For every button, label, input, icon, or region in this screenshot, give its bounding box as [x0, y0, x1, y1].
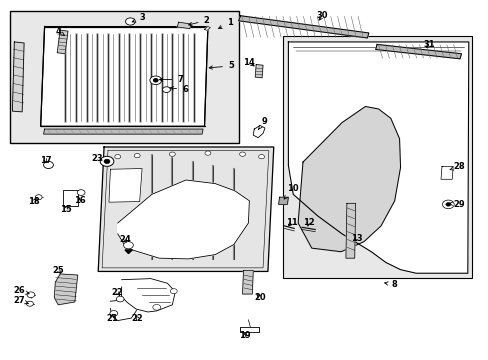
- Text: 29: 29: [448, 200, 464, 209]
- Text: 7: 7: [159, 75, 183, 84]
- Circle shape: [153, 78, 158, 82]
- Text: 5: 5: [209, 62, 233, 71]
- Text: 22: 22: [112, 288, 123, 297]
- Circle shape: [27, 292, 35, 298]
- Polygon shape: [177, 22, 190, 29]
- Circle shape: [115, 154, 121, 159]
- Polygon shape: [288, 42, 468, 273]
- Circle shape: [43, 161, 53, 168]
- Text: 21: 21: [106, 314, 118, 323]
- Circle shape: [169, 152, 175, 156]
- Text: 17: 17: [40, 156, 51, 165]
- Text: 19: 19: [238, 332, 250, 341]
- Text: 25: 25: [52, 266, 64, 275]
- Text: 6: 6: [170, 85, 187, 94]
- Polygon shape: [375, 44, 461, 59]
- Circle shape: [204, 151, 210, 155]
- Polygon shape: [57, 30, 68, 54]
- Polygon shape: [98, 147, 273, 271]
- Text: 10: 10: [284, 184, 299, 199]
- Text: 23: 23: [91, 154, 103, 163]
- Text: 1: 1: [218, 18, 232, 28]
- Polygon shape: [440, 166, 452, 179]
- Polygon shape: [41, 27, 207, 126]
- Polygon shape: [253, 126, 264, 138]
- Polygon shape: [204, 27, 210, 31]
- Circle shape: [445, 203, 450, 206]
- Circle shape: [116, 296, 124, 302]
- Polygon shape: [12, 42, 24, 112]
- Text: 26: 26: [13, 286, 29, 295]
- Text: 11: 11: [286, 218, 298, 227]
- Circle shape: [77, 190, 85, 195]
- Circle shape: [104, 159, 110, 163]
- Circle shape: [442, 200, 453, 209]
- Text: 16: 16: [74, 196, 85, 205]
- Circle shape: [125, 18, 135, 25]
- Polygon shape: [345, 203, 355, 258]
- Text: 27: 27: [13, 296, 28, 305]
- Circle shape: [35, 195, 42, 200]
- Circle shape: [239, 152, 245, 156]
- Circle shape: [162, 87, 170, 93]
- Polygon shape: [109, 168, 142, 202]
- Text: 13: 13: [350, 234, 362, 243]
- Circle shape: [170, 289, 177, 294]
- Circle shape: [123, 242, 133, 249]
- Text: 28: 28: [449, 162, 464, 171]
- Text: 14: 14: [243, 58, 255, 67]
- Text: 20: 20: [254, 293, 265, 302]
- Circle shape: [150, 76, 161, 85]
- Text: 30: 30: [316, 11, 327, 20]
- Polygon shape: [242, 270, 253, 294]
- Text: 4: 4: [55, 27, 64, 36]
- Text: 15: 15: [60, 205, 72, 214]
- Circle shape: [110, 311, 118, 316]
- Text: 9: 9: [258, 117, 266, 129]
- Circle shape: [100, 156, 114, 166]
- Circle shape: [153, 305, 160, 310]
- Circle shape: [258, 154, 264, 159]
- Bar: [63, 190, 78, 206]
- Polygon shape: [238, 16, 368, 38]
- Text: 24: 24: [119, 235, 131, 244]
- Polygon shape: [54, 274, 78, 305]
- Text: 12: 12: [303, 218, 314, 227]
- Text: 18: 18: [28, 197, 40, 206]
- Polygon shape: [43, 129, 203, 134]
- Bar: [239, 327, 259, 332]
- Text: 3: 3: [132, 13, 144, 22]
- Text: 8: 8: [384, 280, 397, 289]
- Bar: [282, 36, 471, 278]
- Circle shape: [26, 301, 33, 306]
- Polygon shape: [255, 64, 263, 78]
- Polygon shape: [122, 279, 175, 312]
- Polygon shape: [298, 107, 400, 252]
- Polygon shape: [125, 250, 132, 253]
- Text: 2: 2: [188, 16, 209, 26]
- Polygon shape: [118, 180, 249, 259]
- Text: 22: 22: [131, 314, 143, 323]
- Circle shape: [134, 153, 140, 158]
- Text: 31: 31: [423, 40, 435, 49]
- Polygon shape: [110, 299, 137, 320]
- Bar: [10, 11, 238, 143]
- Polygon shape: [278, 197, 288, 204]
